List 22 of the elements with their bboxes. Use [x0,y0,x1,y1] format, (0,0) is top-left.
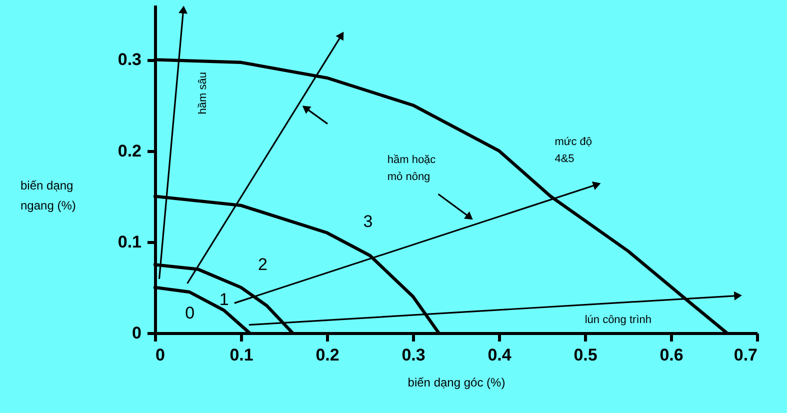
annotation: 0 [185,303,195,322]
x-tick-label: 0.2 [316,346,340,364]
x-tick-label: 0.3 [402,346,426,364]
x-tick-label: 0.6 [660,346,684,364]
annotation: 1 [219,290,229,310]
annotation: 2 [258,254,268,274]
y-tick-label: 0.1 [118,232,142,252]
x-tick-label: 0.4 [488,346,512,364]
annotation: hầm hoặc mỏ nông [387,154,436,183]
annotation: hầm sâu [197,72,210,114]
y-axis-title: biến dạng ngang (%) [20,178,76,212]
y-tick-label: 0.3 [118,50,142,70]
x-tick-label: 0.7 [734,346,758,364]
annotation: 3 [363,212,373,231]
x-tick-label: 0.1 [230,346,254,364]
y-tick-label: 0 [132,324,142,342]
annotation: lún công trình [584,314,652,326]
x-tick-label: 0.5 [574,346,598,364]
annotation: mức độ 4&5 [554,136,592,165]
y-tick-label: 0.2 [118,141,142,160]
x-tick-label: 0 [156,346,165,364]
x-axis-title: biến dạng góc (%) [408,376,506,390]
